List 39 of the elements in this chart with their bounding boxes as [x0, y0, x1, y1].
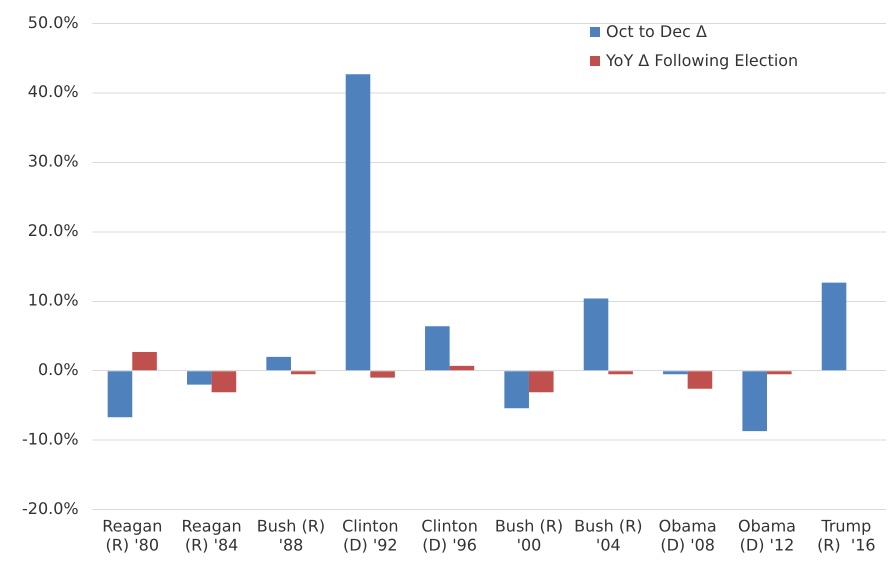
bar: [584, 298, 608, 370]
y-tick-label: 40.0%: [28, 82, 79, 102]
bar: [450, 366, 474, 370]
y-tick-label: 0.0%: [38, 360, 79, 379]
bar: [370, 371, 395, 378]
x-tick-label: Bush (R) '00: [494, 516, 564, 555]
y-tick-label: 10.0%: [28, 290, 79, 310]
legend-label: YoY Δ Following Election: [606, 51, 798, 70]
bar: [266, 356, 291, 370]
x-tick-label: Obama (D) '12: [738, 516, 796, 555]
x-tick-label: Bush (R) '04: [574, 516, 642, 555]
x-tick-label: Obama (D) '08: [658, 516, 717, 555]
bar: [212, 371, 236, 392]
bar: [742, 371, 767, 432]
bar: [108, 371, 132, 418]
bar: [504, 371, 529, 408]
x-tick-label: Reagan (R) '80: [102, 516, 162, 555]
bar: [528, 371, 554, 392]
y-tick-label: 20.0%: [28, 221, 79, 240]
x-tick-label: Reagan (R) '84: [182, 516, 242, 555]
x-tick-label: Clinton (D) '96: [421, 516, 478, 555]
y-tick-label: -10.0%: [22, 429, 79, 448]
bar: [766, 371, 792, 374]
bar: [290, 371, 316, 374]
bar: [608, 371, 633, 374]
bar: [663, 371, 688, 374]
y-tick-label: 50.0%: [28, 12, 79, 32]
bar: [688, 371, 712, 389]
bar: [425, 326, 450, 370]
legend-label: Oct to Dec Δ: [606, 22, 707, 41]
bar: [187, 371, 212, 385]
bar: [132, 352, 157, 370]
x-tick-label: Clinton (D) '92: [342, 516, 398, 555]
x-tick-label: Trump (R) '16: [817, 516, 876, 555]
bar: [346, 74, 370, 370]
bar: [822, 282, 846, 370]
y-tick-label: -20.0%: [22, 498, 79, 518]
x-tick-label: Bush (R) '88: [256, 516, 326, 555]
y-tick-label: 30.0%: [28, 152, 79, 171]
